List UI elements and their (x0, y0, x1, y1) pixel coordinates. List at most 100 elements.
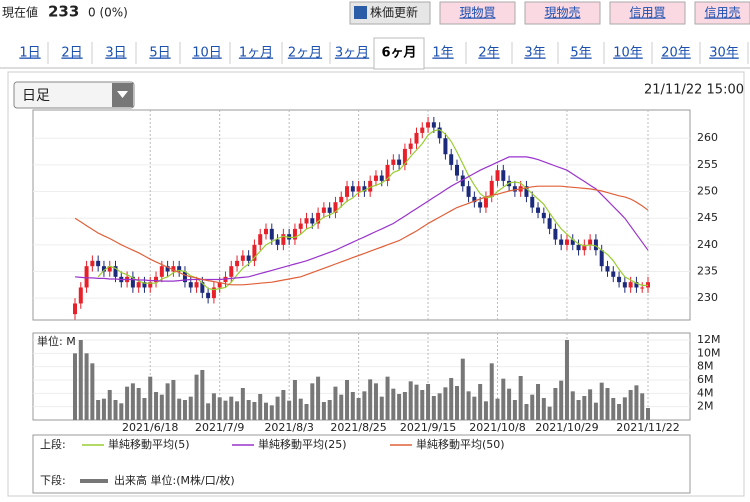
candle-body (431, 122, 436, 128)
volume-bar (130, 383, 135, 420)
tab[interactable]: 1年 (432, 46, 453, 61)
candle-body (206, 292, 211, 299)
volume-bar (119, 403, 124, 420)
candle-body (310, 218, 315, 224)
volume-plot (32, 332, 691, 421)
button[interactable] (694, 1, 750, 25)
candle-body (177, 266, 182, 272)
button-label: 信用買 (629, 6, 665, 20)
volume-bar (426, 384, 431, 420)
volume-bar (90, 363, 95, 420)
button-label: 株価更新 (370, 5, 418, 20)
button[interactable] (609, 1, 686, 25)
volume-bar (321, 402, 326, 420)
candle-body (264, 228, 268, 235)
tab[interactable]: 3年 (524, 46, 545, 61)
volume-bar (478, 384, 483, 420)
candle-body (339, 196, 344, 203)
volume-unit: 単位: M (37, 334, 76, 348)
volume-bar (460, 358, 465, 420)
volume-bar (646, 408, 650, 420)
legend-upper: 上段: (40, 437, 66, 451)
legend-label: 単純移動平均(50) (416, 437, 505, 451)
volume-bar (402, 392, 407, 420)
price: 233 (48, 3, 79, 21)
candle-body (617, 276, 622, 283)
volume-bar (408, 381, 413, 420)
button[interactable] (439, 1, 516, 25)
tab[interactable]: 10年 (613, 46, 643, 61)
volume-bar (194, 374, 199, 420)
candle-body (188, 282, 193, 288)
volume-bar (489, 363, 494, 420)
candle-body (211, 287, 216, 299)
candle-body (593, 239, 598, 251)
volume-bar (217, 397, 222, 420)
candle-body (564, 239, 569, 245)
tab[interactable]: 5年 (570, 46, 591, 61)
dropdown-label: 日足 (22, 88, 50, 104)
volume-bar (391, 388, 396, 420)
volume-bar (258, 394, 263, 420)
candle-body (379, 175, 384, 181)
button[interactable] (349, 1, 431, 25)
candle-body (426, 122, 431, 128)
volume-bar (397, 394, 402, 420)
volume-bar (113, 400, 118, 420)
volume-bar (449, 378, 454, 420)
candle-body (588, 239, 593, 245)
candle-body (333, 202, 338, 213)
candle-body (455, 164, 459, 176)
candle-body (576, 244, 581, 251)
tab[interactable]: 1ヶ月 (239, 46, 273, 61)
candle-body (397, 159, 402, 165)
y2-tick-label: 6M (697, 373, 714, 386)
volume-bar (84, 353, 89, 420)
tab[interactable]: 3日 (105, 46, 126, 61)
y-tick-label: 255 (697, 158, 718, 171)
volume-bar (443, 387, 448, 420)
candle-body (246, 255, 251, 261)
tab: 6ヶ月 (381, 46, 416, 61)
tab[interactable]: 3ヶ月 (335, 46, 369, 61)
volume-bar (142, 398, 147, 420)
volume-bar (333, 386, 338, 420)
tab[interactable]: 1日 (19, 46, 40, 61)
volume-bar (466, 391, 471, 420)
tab[interactable]: 2ヶ月 (288, 46, 322, 61)
volume-bar (188, 396, 193, 420)
dropdown[interactable] (13, 81, 135, 109)
tab[interactable]: 10日 (192, 46, 222, 61)
volume-bar (362, 391, 367, 420)
candle-body (258, 234, 263, 245)
volume-bar (599, 382, 604, 420)
candle-body (182, 271, 187, 283)
button[interactable] (524, 1, 601, 25)
candle-body (489, 180, 494, 197)
volume-bar (640, 393, 645, 420)
tab[interactable]: 30年 (709, 46, 739, 61)
volume-bar (200, 370, 205, 420)
volume-bar (240, 388, 245, 420)
volume-bar (622, 397, 627, 420)
tab[interactable]: 5日 (149, 46, 170, 61)
candle-body (402, 148, 407, 165)
volume-bar (495, 398, 500, 420)
volume-bar (107, 390, 112, 420)
legend-lower: 下段: (40, 473, 66, 487)
candle-body (559, 239, 564, 245)
x-tick-label: 2021/11/22 (616, 421, 679, 434)
candle-body (142, 282, 147, 288)
x-tick-label: 2021/7/9 (195, 421, 244, 434)
tab[interactable]: 2年 (478, 46, 499, 61)
candle-body (553, 228, 558, 240)
tab[interactable]: 20年 (661, 46, 691, 61)
candle-body (304, 218, 309, 224)
volume-bar (501, 378, 506, 420)
volume-bar (223, 400, 228, 420)
tab[interactable]: 2日 (61, 46, 82, 61)
candle-body (194, 282, 199, 288)
volume-bar (611, 398, 616, 420)
